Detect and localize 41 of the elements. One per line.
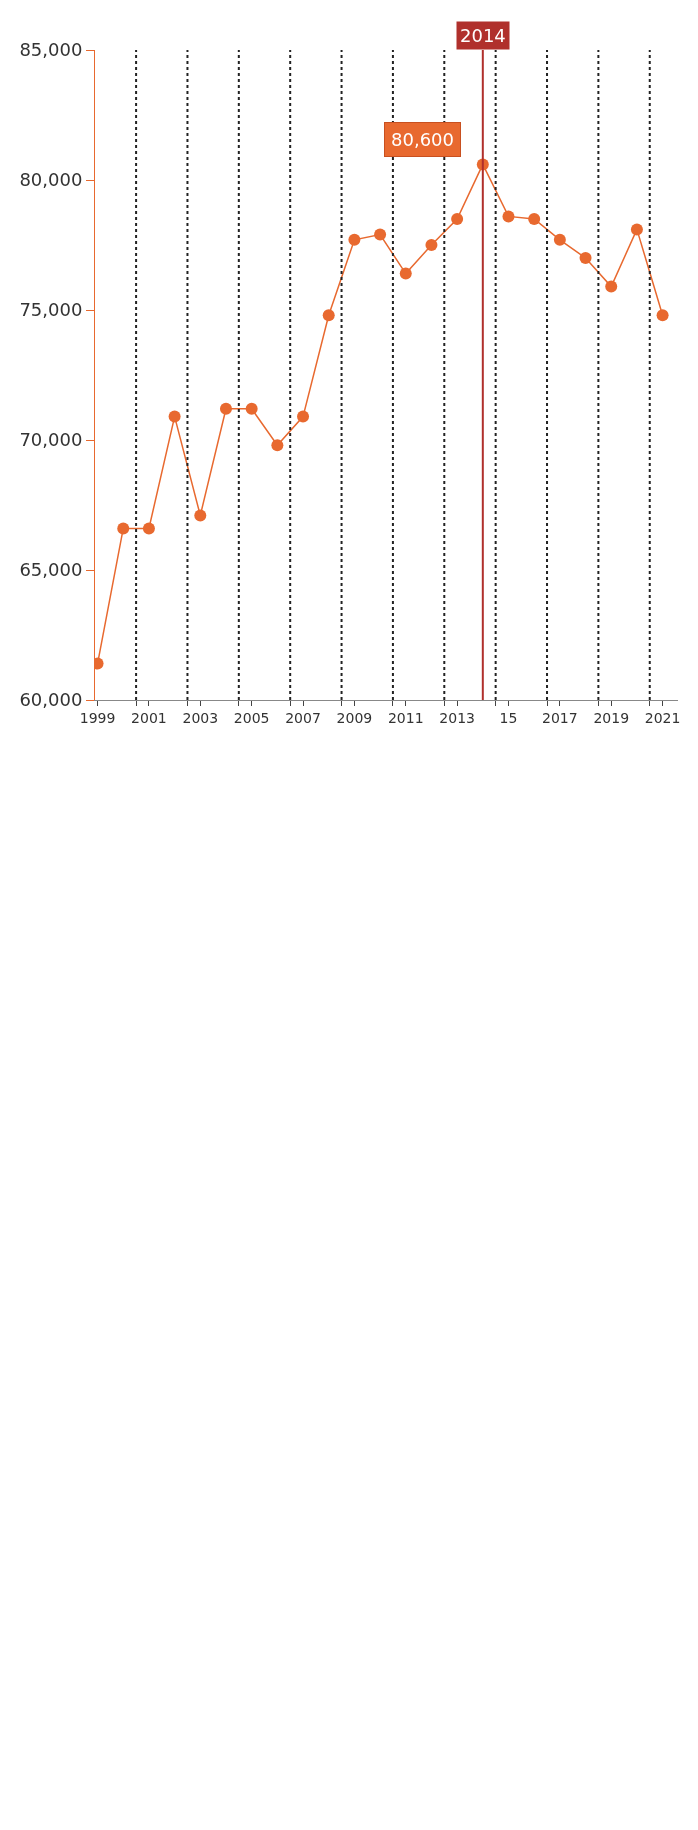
point [374, 228, 387, 241]
point [630, 223, 643, 236]
x-tick-label: 2017 [542, 709, 578, 726]
point [168, 410, 181, 423]
x-tick-label: 2019 [593, 709, 630, 726]
y-tick-label: 60,000 [19, 689, 83, 711]
y-tick-label: 75,000 [19, 299, 83, 321]
point [219, 402, 232, 415]
point [425, 239, 438, 251]
y-tick-label: 85,000 [19, 39, 83, 61]
point [528, 213, 541, 225]
point [656, 309, 669, 322]
x-tick-label: 2001 [131, 709, 167, 726]
x-tick-label: 15 [499, 709, 518, 726]
point [399, 267, 412, 280]
point [194, 509, 207, 522]
point [297, 410, 310, 423]
x-tick-label: 2003 [182, 709, 219, 726]
point [579, 252, 592, 264]
point [142, 522, 155, 535]
point [451, 213, 464, 225]
annotation: 80,600 [391, 129, 454, 150]
y-tick-label: 80,000 [19, 169, 83, 191]
x-tick-label: 2021 [644, 709, 681, 726]
point [117, 522, 130, 535]
x-tick-label: 2007 [285, 709, 321, 726]
y-tick-label: 65,000 [19, 559, 83, 581]
x-tick-label: 2009 [336, 709, 373, 726]
x-tick-label: 2013 [439, 709, 475, 726]
point [553, 233, 566, 246]
point [502, 210, 515, 223]
point [348, 233, 361, 246]
point [322, 309, 335, 322]
x-tick-label: 1999 [79, 709, 116, 726]
x-tick-label: 2011 [387, 709, 424, 726]
y-tick-label: 70,000 [19, 429, 83, 451]
ref-line-label: 2014 [460, 25, 506, 46]
point [605, 280, 618, 293]
point [245, 402, 258, 415]
point [271, 439, 284, 452]
x-tick-label: 2005 [233, 709, 270, 726]
